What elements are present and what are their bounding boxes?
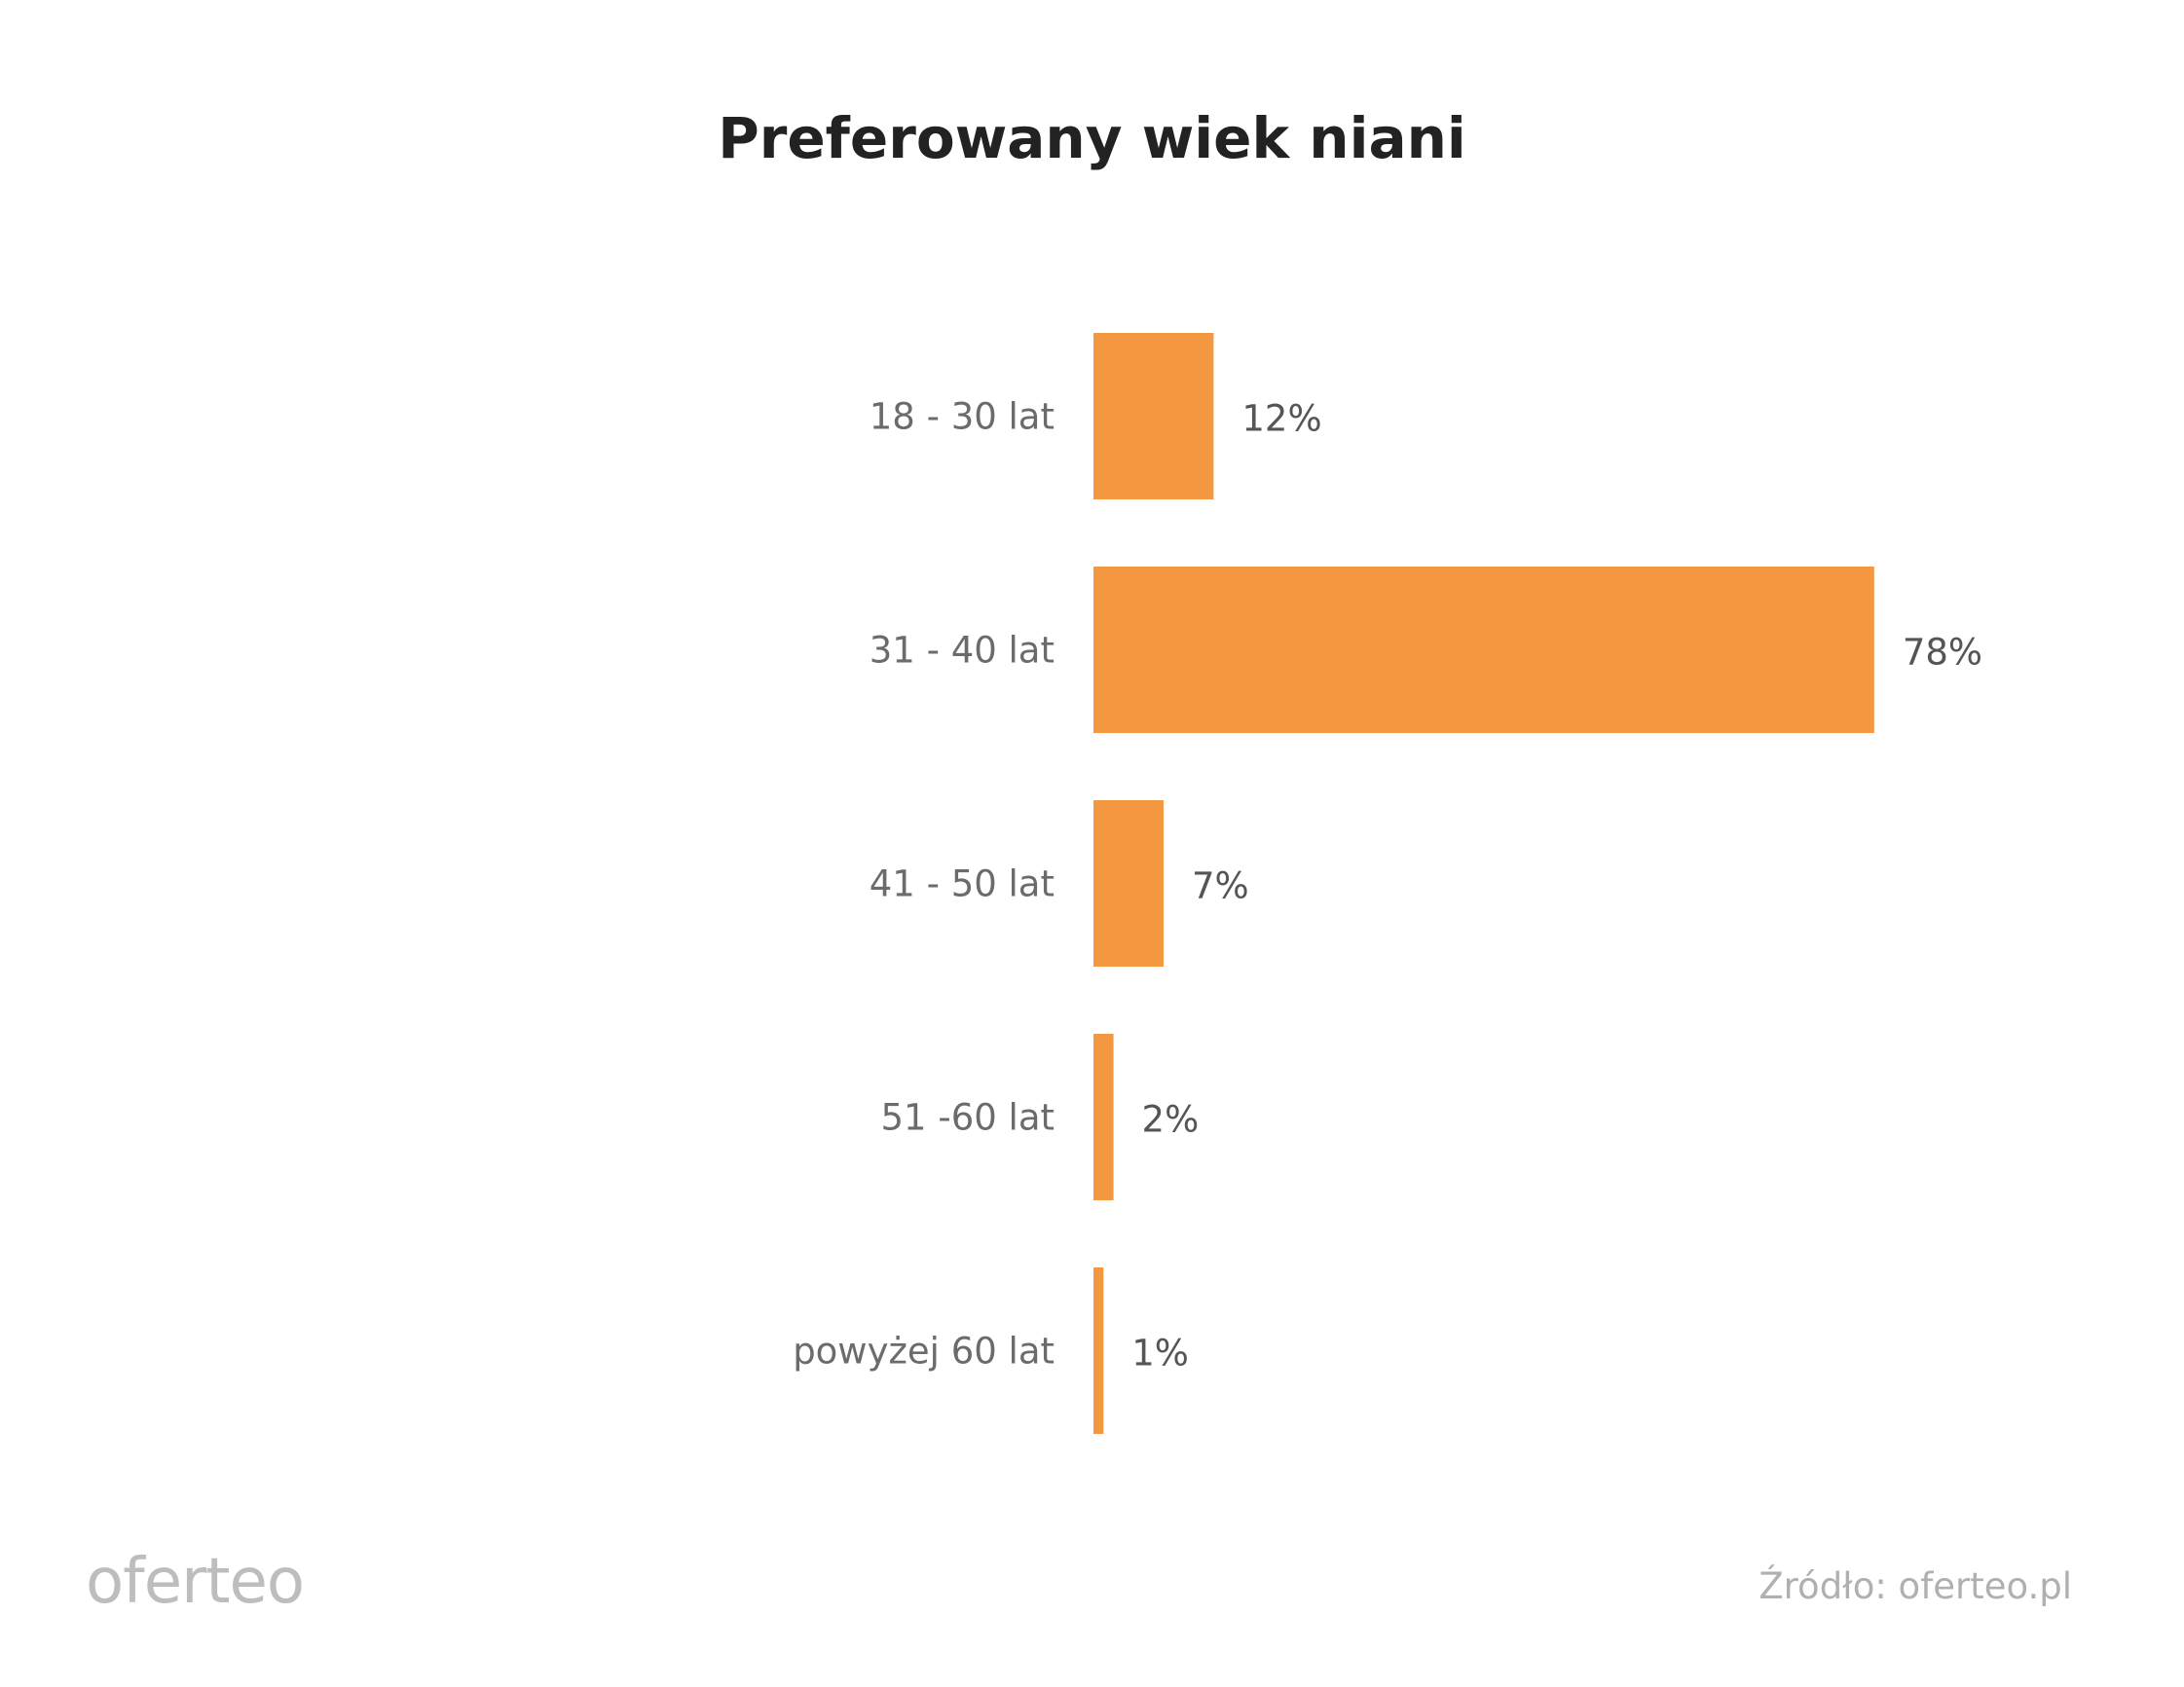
category-label: powyżej 60 lat: [793, 1331, 1055, 1373]
bar: [1093, 1267, 1104, 1434]
category-label: 41 - 50 lat: [870, 863, 1055, 905]
source-note: Źródło: oferteo.pl: [1758, 1565, 2072, 1607]
value-label: 2%: [1142, 1099, 1200, 1141]
category-label: 31 - 40 lat: [870, 630, 1055, 672]
value-label: 12%: [1241, 398, 1321, 440]
category-label: 51 -60 lat: [881, 1097, 1055, 1139]
bar: [1093, 1034, 1114, 1200]
value-label: 1%: [1131, 1333, 1189, 1375]
bar: [1093, 800, 1164, 967]
value-label: 78%: [1903, 632, 1982, 674]
chart-title: Preferowany wiek niani: [718, 105, 1466, 171]
bar: [1093, 333, 1214, 499]
oferteo-logo: oferteo: [86, 1546, 305, 1618]
value-label: 7%: [1192, 865, 1249, 907]
category-label: 18 - 30 lat: [870, 396, 1055, 438]
bar: [1093, 567, 1874, 733]
